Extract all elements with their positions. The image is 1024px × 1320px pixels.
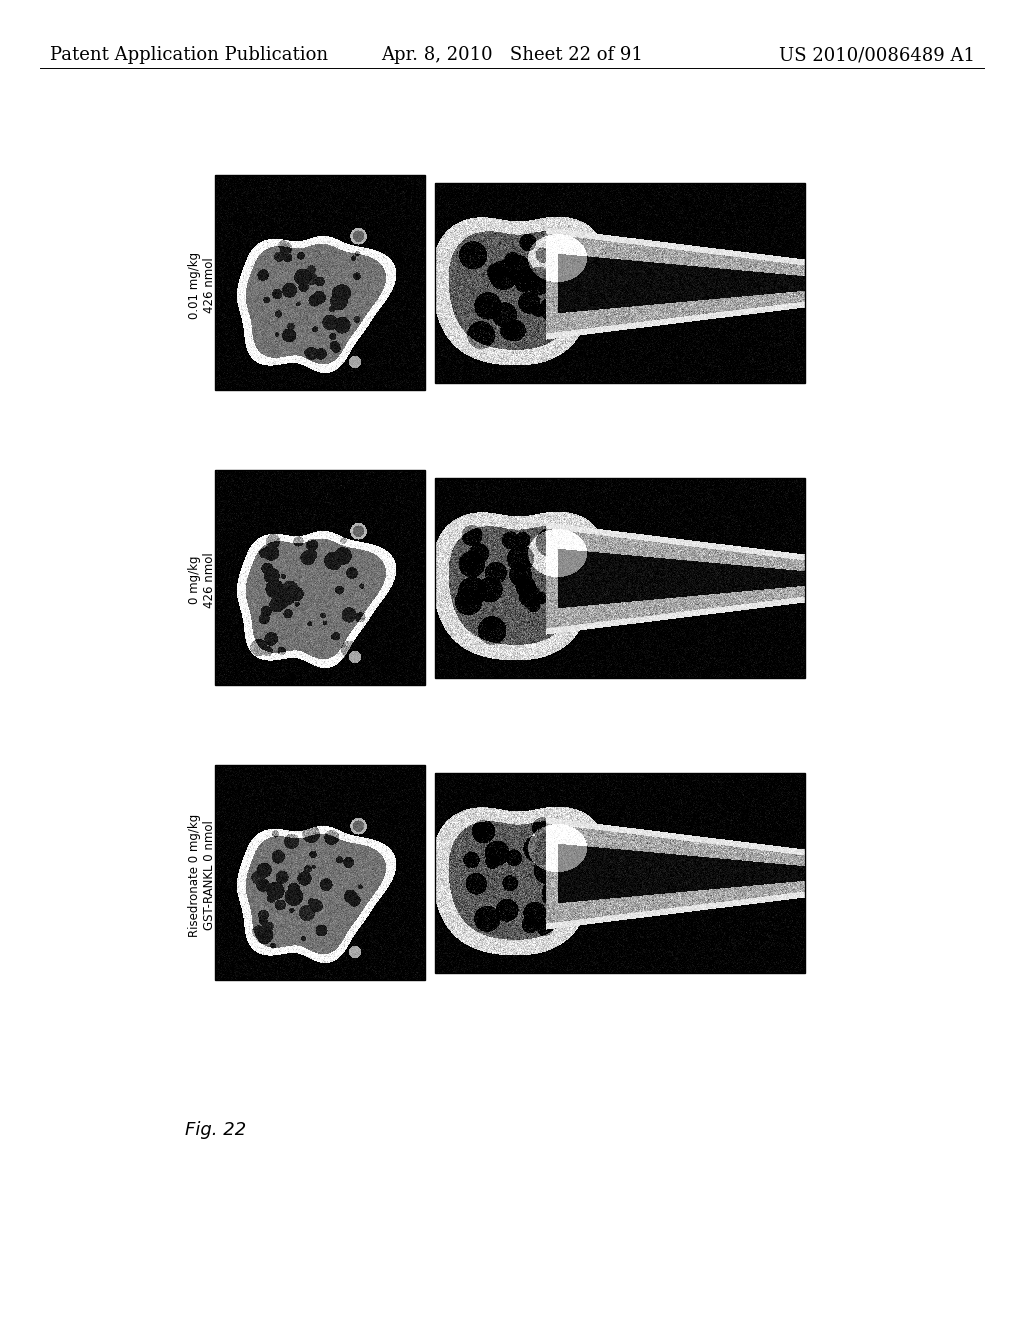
Bar (435, 774, 805, 973)
Text: US 2010/0086489 A1: US 2010/0086489 A1 (779, 46, 975, 63)
Bar (215, 176, 425, 389)
Text: Apr. 8, 2010   Sheet 22 of 91: Apr. 8, 2010 Sheet 22 of 91 (381, 46, 643, 63)
Bar (215, 766, 425, 979)
Text: Patent Application Publication: Patent Application Publication (50, 46, 328, 63)
Text: 0 mg/kg
426 nmol: 0 mg/kg 426 nmol (188, 552, 216, 609)
Text: Risedronate 0 mg/kg
GST-RANKL 0 nmol: Risedronate 0 mg/kg GST-RANKL 0 nmol (188, 813, 216, 937)
Bar (435, 183, 805, 383)
Text: 0.01 mg/kg
426 nmol: 0.01 mg/kg 426 nmol (188, 251, 216, 318)
Bar (215, 470, 425, 685)
Bar (435, 478, 805, 678)
Text: Fig. 22: Fig. 22 (185, 1121, 246, 1139)
